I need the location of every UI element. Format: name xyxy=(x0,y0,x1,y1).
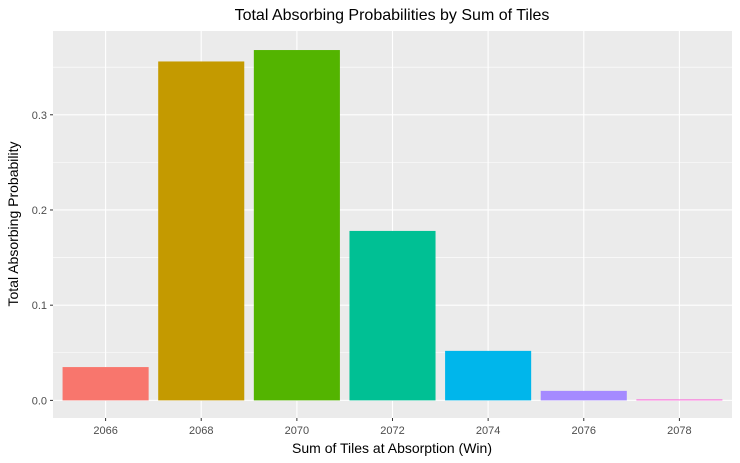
x-axis-ticks: 2066 2068 2070 2072 2074 2076 2078 xyxy=(93,418,692,437)
x-tick-label: 2078 xyxy=(667,425,691,437)
y-tick-label: 0.0 xyxy=(32,395,47,407)
y-axis-title: Total Absorbing Probability xyxy=(5,142,21,307)
bar-series xyxy=(62,50,723,401)
bar-2066 xyxy=(62,367,149,401)
bar-2078 xyxy=(636,399,723,401)
x-axis-title: Sum of Tiles at Absorption (Win) xyxy=(292,440,492,456)
bar-2070 xyxy=(253,50,340,401)
bar-2074 xyxy=(445,350,532,401)
x-tick-label: 2068 xyxy=(189,425,213,437)
bar-2068 xyxy=(158,61,245,401)
y-axis-ticks: 0.0 0.1 0.2 0.3 xyxy=(32,110,53,407)
y-tick-label: 0.2 xyxy=(32,205,47,217)
x-tick-label: 2070 xyxy=(285,425,309,437)
x-tick-label: 2074 xyxy=(476,425,500,437)
y-tick-label: 0.1 xyxy=(32,300,47,312)
y-tick-label: 0.3 xyxy=(32,110,47,122)
bar-2072 xyxy=(349,230,436,401)
chart-title: Total Absorbing Probabilities by Sum of … xyxy=(235,7,550,24)
x-tick-label: 2066 xyxy=(93,425,117,437)
x-tick-label: 2072 xyxy=(380,425,404,437)
bar-2076 xyxy=(540,390,627,401)
x-tick-label: 2076 xyxy=(572,425,596,437)
